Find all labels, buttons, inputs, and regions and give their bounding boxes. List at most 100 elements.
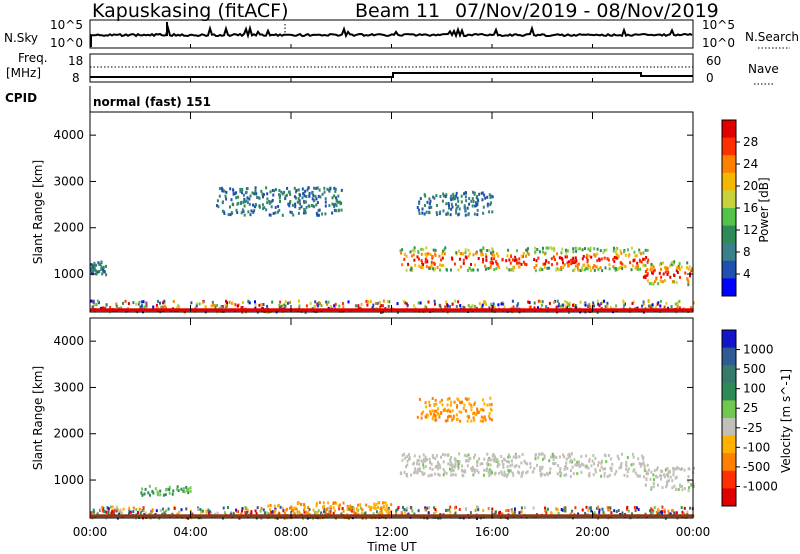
data-cell	[486, 462, 489, 466]
data-cell	[480, 253, 483, 257]
data-cell	[421, 211, 424, 215]
data-cell	[483, 473, 485, 477]
data-cell	[455, 194, 457, 198]
data-cell	[229, 187, 232, 191]
data-cell	[421, 261, 423, 265]
data-cell	[576, 472, 579, 476]
data-cell	[552, 461, 554, 465]
data-cell	[475, 413, 478, 417]
data-cell	[688, 486, 691, 490]
data-cell	[333, 194, 336, 198]
data-cell	[592, 304, 595, 308]
data-cell	[422, 248, 425, 252]
data-cell	[642, 457, 645, 461]
data-cell	[662, 272, 665, 276]
data-cell	[507, 509, 510, 513]
data-cell	[207, 508, 210, 512]
data-cell	[533, 467, 536, 470]
data-cell	[581, 508, 584, 512]
data-cell	[453, 506, 456, 510]
data-cell	[580, 462, 583, 466]
data-cell	[427, 474, 430, 478]
data-cell	[475, 251, 478, 255]
data-cell	[335, 209, 338, 213]
data-cell	[235, 196, 238, 200]
data-cell	[650, 304, 653, 308]
data-cell	[328, 204, 331, 208]
data-cell	[132, 510, 135, 514]
data-cell	[501, 512, 504, 516]
data-cell	[443, 248, 446, 252]
data-cell	[437, 462, 440, 466]
data-cell	[249, 194, 252, 198]
data-cell	[137, 511, 139, 514]
data-cell	[476, 268, 479, 272]
data-cell	[366, 303, 369, 307]
data-cell	[491, 471, 494, 475]
y-tick-label: 1000	[53, 473, 84, 487]
data-cell	[458, 249, 460, 253]
data-cell	[488, 417, 491, 421]
data-cell	[92, 268, 95, 272]
y-tick-label: 2000	[53, 221, 84, 235]
data-cell	[655, 277, 658, 281]
data-cell	[270, 510, 273, 514]
data-cell	[449, 213, 452, 217]
data-cell	[96, 299, 99, 303]
data-cell	[563, 468, 566, 471]
data-cell	[340, 309, 343, 313]
data-cell	[512, 268, 515, 272]
data-cell	[570, 458, 572, 462]
data-cell	[489, 264, 492, 267]
data-cell	[470, 408, 473, 412]
data-cell	[324, 204, 327, 208]
data-cell	[445, 193, 448, 197]
data-cell	[439, 195, 442, 198]
data-cell	[670, 305, 673, 309]
data-cell	[286, 186, 289, 190]
data-cell	[355, 512, 358, 516]
data-cell	[667, 271, 670, 274]
data-cell	[333, 208, 336, 212]
data-cell	[124, 299, 127, 303]
data-cell	[262, 195, 264, 199]
data-cell	[422, 458, 425, 462]
data-cell	[451, 463, 454, 467]
data-cell	[122, 301, 124, 305]
data-cell	[301, 196, 304, 200]
data-cell	[303, 208, 306, 211]
data-cell	[148, 484, 151, 488]
data-cell	[572, 269, 575, 273]
data-cell	[385, 510, 388, 514]
data-cell	[470, 419, 473, 423]
data-cell	[616, 253, 619, 257]
data-cell	[619, 266, 622, 270]
data-cell	[459, 304, 462, 308]
data-cell	[574, 463, 577, 467]
data-cell	[665, 267, 668, 271]
data-cell	[377, 505, 379, 509]
data-cell	[565, 304, 568, 308]
data-cell	[272, 212, 275, 215]
data-cell	[455, 191, 458, 195]
data-cell	[687, 475, 690, 479]
data-cell	[400, 472, 403, 476]
data-cell	[548, 301, 551, 305]
data-cell	[472, 253, 475, 257]
data-cell	[645, 477, 648, 481]
data-cell	[361, 508, 364, 512]
data-cell	[561, 303, 564, 307]
data-cell	[470, 268, 473, 272]
data-cell	[314, 510, 317, 514]
data-cell	[441, 403, 444, 407]
y-tick-label: 4000	[53, 128, 84, 142]
data-cell	[462, 474, 465, 478]
data-cell	[610, 511, 613, 515]
data-cell	[230, 198, 233, 202]
data-cell	[565, 457, 568, 461]
data-cell	[436, 265, 439, 269]
nsky-label: N.Sky	[4, 31, 38, 45]
data-cell	[279, 300, 282, 304]
data-cell	[138, 507, 141, 511]
data-cell	[471, 466, 474, 470]
